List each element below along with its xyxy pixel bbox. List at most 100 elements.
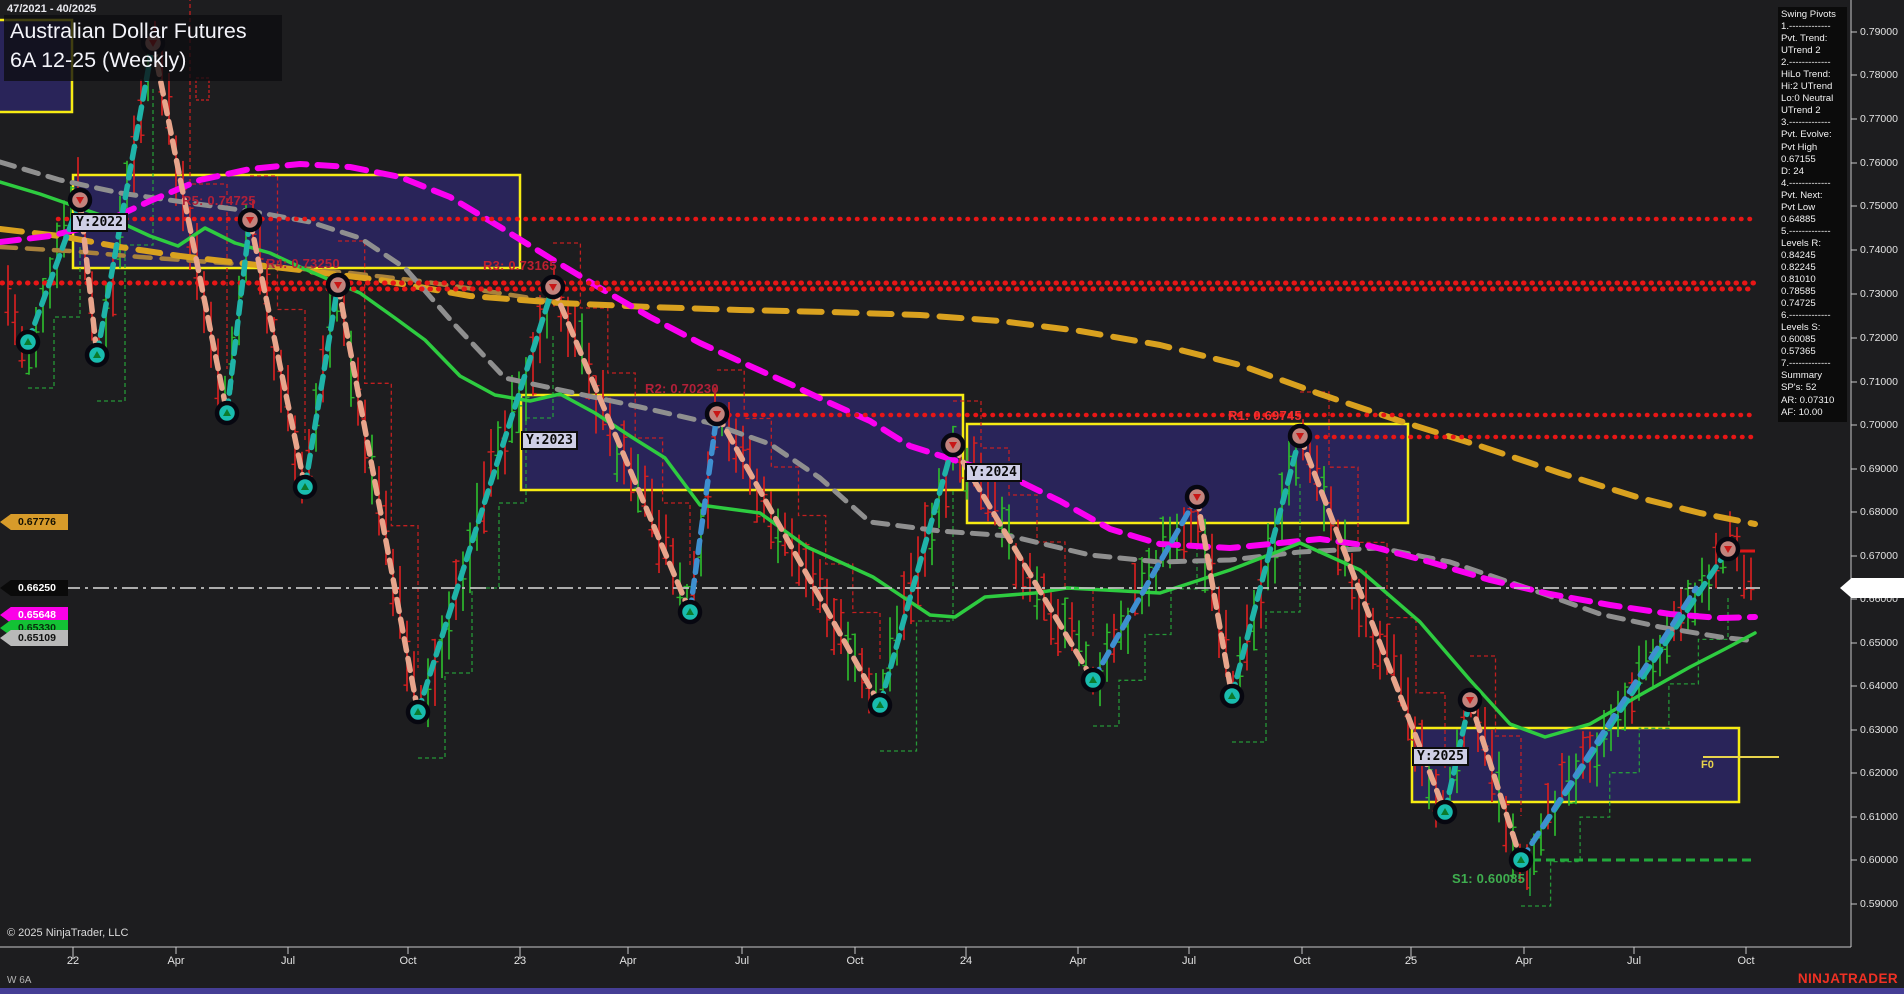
f0-label: F0: [1701, 759, 1714, 771]
swing-up-leg: [1090, 494, 1200, 683]
time-axis-label: Jul: [1626, 955, 1642, 967]
swing-up-leg: [224, 217, 253, 416]
time-axis-label: Jul: [1181, 955, 1197, 967]
pivot-high-marker: [1457, 687, 1483, 713]
price-axis-label: 0.65000: [1860, 637, 1898, 649]
price-axis-label: 0.76000: [1860, 157, 1898, 169]
pivot-low-marker: [214, 400, 240, 426]
swing-down-leg: [247, 217, 308, 490]
time-axis-label: Apr: [619, 955, 637, 967]
swing-panel-line: 5.-------------: [1781, 225, 1831, 237]
swing-panel-line: Swing Pivots: [1781, 9, 1836, 20]
pivot-high-marker: [1715, 536, 1741, 562]
time-axis-label: 24: [959, 955, 973, 967]
level-label-R5: R5: 0.74725: [182, 193, 256, 208]
ma-line-green: [0, 180, 1757, 739]
swing-panel-line: Levels R:: [1781, 237, 1821, 249]
swing-panel-line: 0.57365: [1781, 346, 1816, 358]
contract-subtitle: 6A 12-25 (Weekly): [10, 48, 187, 72]
swing-panel-line: Pvt Low: [1781, 201, 1816, 213]
price-axis-label: 0.71000: [1860, 376, 1898, 388]
swing-down-leg: [1194, 494, 1235, 699]
price-axis-label: 0.68000: [1860, 506, 1898, 518]
swing-panel-line: UTrend 2: [1781, 105, 1821, 117]
swing-down-leg: [150, 40, 230, 416]
swing-panel-line: 4.-------------: [1781, 177, 1831, 189]
swing-panel-line: Summary: [1781, 370, 1823, 382]
pivot-high-marker: [540, 274, 566, 300]
price-axis-label: 0.75000: [1860, 200, 1898, 212]
swing-panel-line: 1.-------------: [1781, 21, 1831, 33]
pivot-high-marker: [1184, 484, 1210, 510]
year-tag-2023: Y:2023: [521, 431, 578, 450]
time-axis-label: Apr: [1069, 955, 1087, 967]
swing-down-leg: [335, 282, 421, 715]
swing-panel-line: 2.-------------: [1781, 57, 1831, 69]
price-axis-label: 0.67000: [1860, 550, 1898, 562]
time-axis-label: 23: [513, 955, 527, 967]
price-axis-label: 0.63000: [1860, 724, 1898, 736]
red-dash-box: [195, 77, 210, 101]
ma-line-gray: [0, 159, 1758, 644]
pivot-low-marker: [292, 474, 318, 500]
swing-panel-line: 6.-------------: [1781, 310, 1831, 322]
swing-panel-line: 0.74725: [1781, 298, 1816, 310]
trailing-stop-green: [880, 491, 954, 752]
pivot-low-marker: [677, 599, 703, 625]
price-marker-halo: [1840, 578, 1904, 598]
time-axis-label: Apr: [1515, 955, 1533, 967]
ninjatrader-logo: NINJATRADER: [1797, 971, 1898, 986]
price-axis-label: 0.60000: [1860, 854, 1898, 866]
trailing-stop-red: [1300, 391, 1446, 768]
year-tag-2022: Y:2022: [71, 213, 128, 232]
swing-up-leg: [94, 40, 156, 358]
time-axis-label: 22: [66, 955, 80, 967]
price-axis-label: 0.72000: [1860, 332, 1898, 344]
swing-panel-line: 3.-------------: [1781, 117, 1831, 129]
level-label-R1: R1: 0.69745: [1228, 408, 1302, 423]
level-label-S1: S1: 0.60085: [1452, 871, 1526, 886]
swing-panel-line: Pvt. Next:: [1781, 189, 1823, 201]
price-marker-0.66250: 0.66250: [0, 580, 68, 596]
swing-panel-line: HiLo Trend:: [1781, 69, 1831, 81]
year-tag-2024: Y:2024: [965, 463, 1022, 482]
trailing-stop-red: [1470, 655, 1522, 816]
level-label-R3: R3: 0.73165: [483, 258, 557, 273]
instrument-title: Australian Dollar Futures: [10, 19, 247, 43]
pivot-low-marker: [867, 692, 893, 718]
pivot-high-marker: [67, 187, 93, 213]
swing-up-leg-blue: [1518, 585, 1699, 863]
pivot-high-marker: [237, 207, 263, 233]
trailing-stop-red: [553, 242, 691, 568]
time-axis-label: Oct: [1737, 955, 1755, 967]
swing-panel-line: Pvt. Evolve:: [1781, 129, 1832, 141]
swing-panel-line: AR: 0.07310: [1781, 394, 1835, 406]
price-axis-label: 0.77000: [1860, 113, 1898, 125]
workspace-tab-label[interactable]: W 6A: [7, 975, 32, 986]
pivot-high-marker: [325, 272, 351, 298]
price-axis-label: 0.73000: [1860, 288, 1898, 300]
swing-panel-line: Hi:2 UTrend: [1781, 81, 1833, 93]
price-axis-label: 0.64000: [1860, 680, 1898, 692]
trailing-stop-green: [1093, 543, 1198, 727]
time-axis-label: Oct: [846, 955, 864, 967]
swing-down-leg: [714, 411, 883, 708]
price-marker-0.67776: 0.67776: [0, 514, 68, 530]
swing-panel-line: D: 24: [1781, 165, 1804, 177]
swing-panel-line: Pvt High: [1781, 141, 1818, 153]
swing-panel-line: 0.81010: [1781, 274, 1816, 286]
time-axis-label: Apr: [167, 955, 185, 967]
price-marker-0.65109: 0.65109: [0, 630, 68, 646]
swing-pivots-panel: Swing Pivots 1.------------- Pvt. Trend: UT…: [1778, 7, 1847, 422]
swing-panel-line: SP's: 52: [1781, 382, 1817, 394]
trailing-stop-green: [1232, 482, 1301, 743]
pivot-low-marker: [1219, 683, 1245, 709]
trailing-stop-red: [250, 175, 306, 443]
copyright-text: © 2025 NinjaTrader, LLC: [7, 927, 129, 939]
trailing-stop-green: [28, 246, 81, 389]
price-axis-label: 0.62000: [1860, 767, 1898, 779]
price-axis-label: 0.70000: [1860, 419, 1898, 431]
pivot-low-marker: [1432, 799, 1458, 825]
